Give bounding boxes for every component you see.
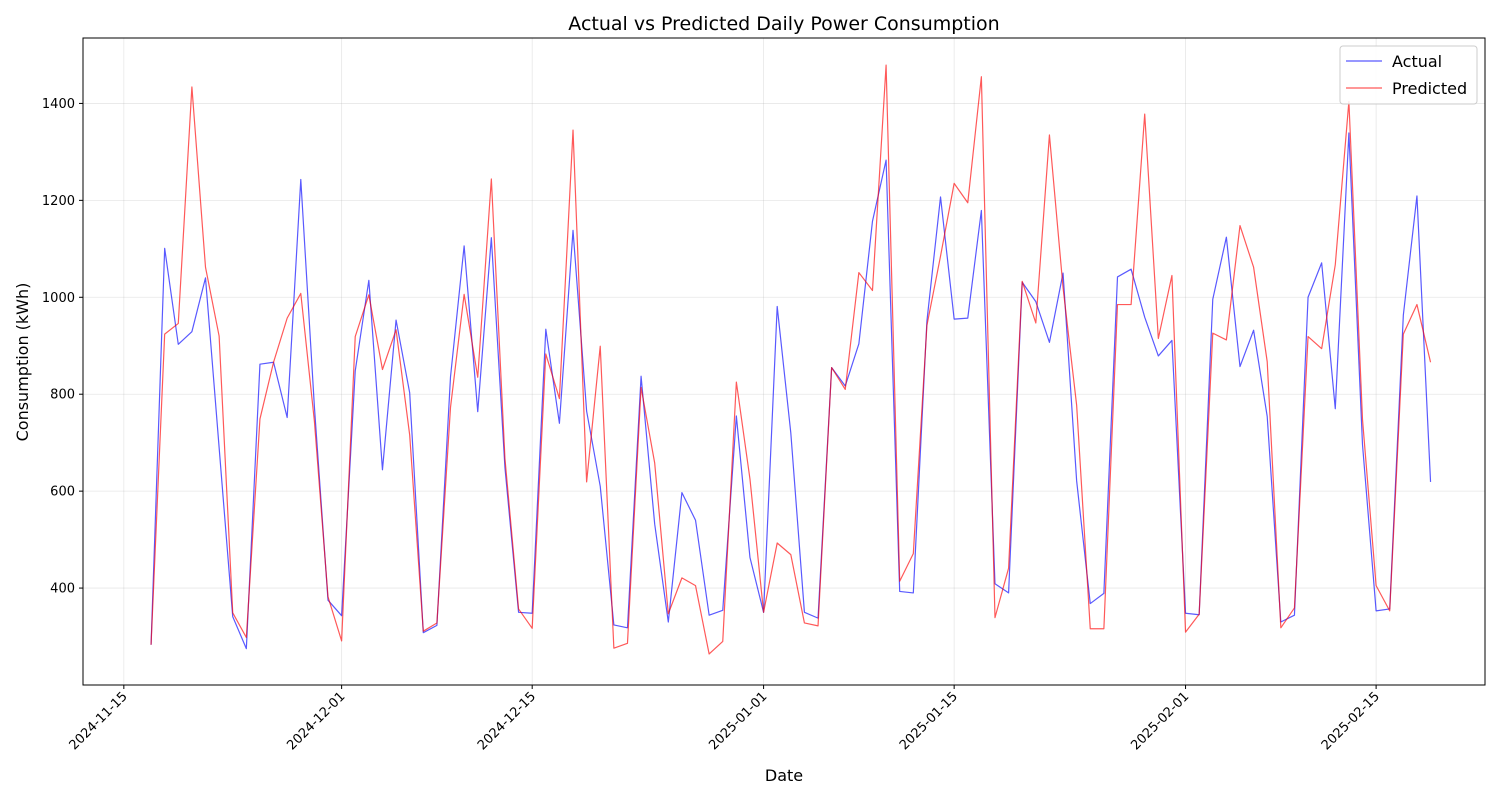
chart-title: Actual vs Predicted Daily Power Consumpt… (568, 13, 999, 35)
grid (83, 38, 1485, 685)
legend-label-predicted: Predicted (1392, 79, 1467, 98)
series-lines (150, 64, 1432, 655)
legend-label-actual: Actual (1392, 52, 1442, 71)
y-axis-title: Consumption (kWh) (13, 283, 32, 442)
y-tick-label: 600 (50, 485, 75, 500)
y-tick-label: 1200 (42, 194, 75, 209)
y-tick-label: 400 (50, 582, 75, 597)
legend: Actual Predicted (1339, 45, 1478, 105)
plot-frame (82, 37, 1486, 686)
x-axis-title: Date (765, 766, 803, 785)
y-tick-label: 1400 (42, 97, 75, 112)
series-line-predicted (150, 64, 1432, 655)
y-axis: 400 600 800 1000 1200 1400 (42, 97, 83, 597)
y-tick-label: 1000 (42, 291, 75, 306)
y-tick-label: 800 (50, 388, 75, 403)
